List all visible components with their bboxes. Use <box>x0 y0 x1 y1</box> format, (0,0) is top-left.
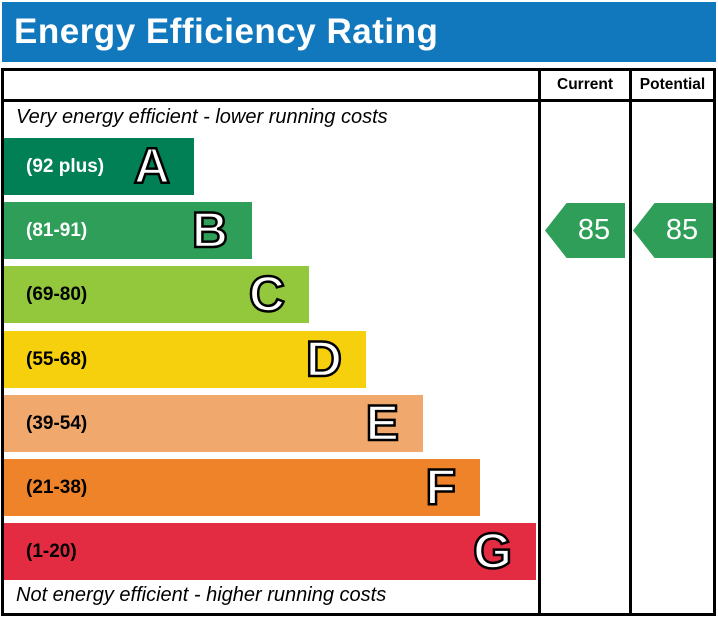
band-e-range-label: (39-54) <box>26 412 88 434</box>
band-c: (69-80) C <box>4 266 309 323</box>
band-a-range-label: (92 plus) <box>26 155 105 177</box>
potential-rating-arrow: 85 <box>633 203 713 258</box>
band-c-letter: C <box>248 265 287 322</box>
band-a: (92 plus) A <box>4 138 194 195</box>
band-f-letter: F <box>424 458 457 515</box>
band-e: (39-54) E <box>4 395 423 452</box>
band-e-letter: E <box>364 394 400 451</box>
current-column-divider <box>538 71 541 613</box>
current-rating-value: 85 <box>577 214 611 246</box>
band-b-range-label: (81-91) <box>26 219 88 241</box>
band-d: (55-68) D <box>4 331 366 388</box>
band-d-letter: D <box>305 330 344 387</box>
band-c-range-label: (69-80) <box>26 283 88 305</box>
band-b: (81-91) B <box>4 202 252 259</box>
band-a-letter: A <box>133 137 172 194</box>
page-title: Energy Efficiency Rating <box>14 12 439 51</box>
current-rating-arrow: 85 <box>545 203 625 258</box>
band-f: (21-38) F <box>4 459 480 516</box>
band-g: (1-20) G <box>4 523 536 580</box>
band-b-letter: B <box>191 201 230 258</box>
band-g-letter: G <box>472 522 513 579</box>
potential-column-header: Potential <box>639 76 706 93</box>
bottom-note: Not energy efficient - higher running co… <box>16 584 387 606</box>
top-note: Very energy efficient - lower running co… <box>16 106 388 128</box>
table-header-row <box>4 71 713 102</box>
potential-column-divider <box>629 71 632 613</box>
rating-table: Current Potential Very energy efficient … <box>1 68 716 616</box>
band-f-range-label: (21-38) <box>26 476 88 498</box>
band-d-range-label: (55-68) <box>26 348 88 370</box>
band-g-range-label: (1-20) <box>26 540 77 562</box>
title-bar: Energy Efficiency Rating <box>2 2 716 62</box>
potential-rating-value: 85 <box>665 214 699 246</box>
current-column-header: Current <box>557 76 613 93</box>
